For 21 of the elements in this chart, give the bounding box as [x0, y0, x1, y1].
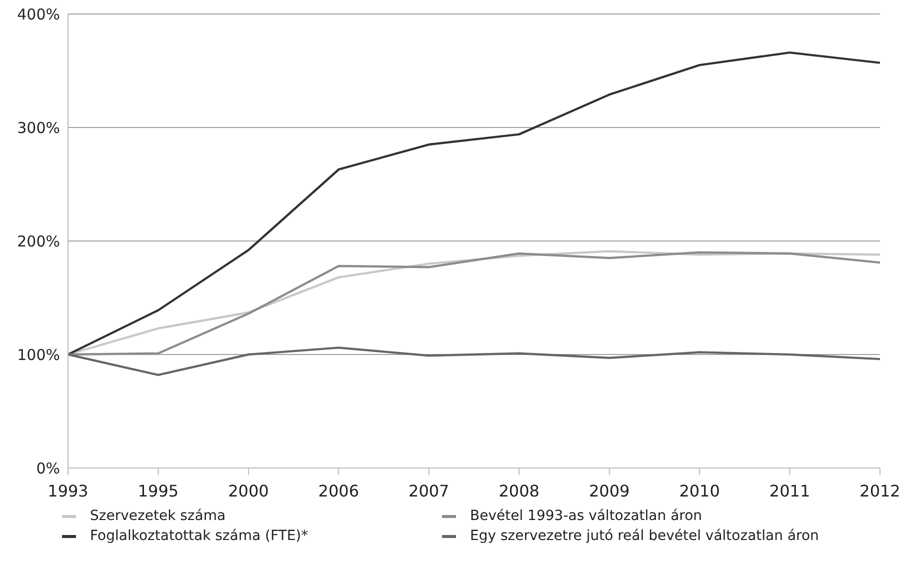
x-tick-label: 1995 [138, 481, 179, 500]
legend-label: Egy szervezetre jutó reál bevétel változatlan áron [470, 528, 819, 544]
line-series [68, 51, 880, 356]
y-tick-label: 200% [17, 232, 60, 250]
y-tick-label: 0% [36, 459, 60, 478]
x-tick-label: 2006 [318, 481, 360, 500]
x-tick-label: 2009 [588, 481, 630, 500]
x-tick-label: 1993 [48, 481, 88, 500]
x-tick-label: 2000 [228, 481, 269, 500]
x-tick-label: 2007 [408, 481, 450, 500]
y-tick-label: 100% [17, 346, 60, 364]
legend-label: Bevétel 1993-as változatlan áron [470, 508, 702, 524]
x-tick-label: 2012 [860, 481, 900, 500]
legend-label: Szervezetek száma [90, 508, 226, 524]
legend-label: Foglalkoztatottak száma (FTE)* [90, 528, 308, 544]
x-tick-label: 2010 [679, 481, 720, 500]
y-tick-label: 400% [17, 5, 60, 24]
line-series [68, 346, 880, 376]
x-tick-label: 2008 [498, 481, 540, 500]
y-tick-label: 300% [17, 118, 60, 137]
x-tick-label: 2011 [769, 481, 810, 500]
